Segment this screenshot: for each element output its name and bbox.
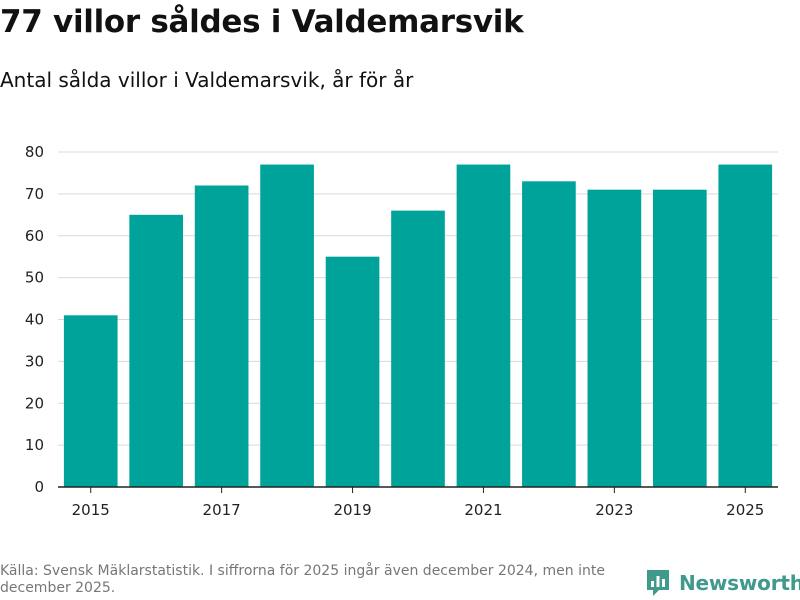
bar-2021: [456, 164, 511, 487]
x-tick-label-2019: 2019: [333, 501, 371, 519]
y-tick-label-40: 40: [25, 311, 44, 329]
source-note: Källa: Svensk Mäklarstatistik. I siffror…: [0, 563, 605, 596]
x-tick-label-2021: 2021: [464, 501, 502, 519]
x-tick-label-2025: 2025: [726, 501, 764, 519]
bar-2023: [587, 189, 642, 487]
x-tick-label-2015: 2015: [72, 501, 110, 519]
y-tick-label-0: 0: [34, 478, 44, 496]
brand-logo: Newsworthy: [645, 568, 800, 598]
bar-2019: [325, 256, 380, 487]
bar-2016: [129, 214, 184, 487]
axes: 0 10 20 30 40 50 60 70 80 2015 2017 2019 2021 2023 202…: [25, 143, 778, 519]
y-tick-label-70: 70: [25, 185, 44, 203]
bar-2020: [391, 210, 445, 487]
bar-2024: [652, 189, 707, 487]
bar-2015: [63, 315, 118, 487]
y-tick-label-50: 50: [25, 269, 44, 287]
bar-2017: [194, 185, 249, 487]
x-tick-label-2017: 2017: [203, 501, 241, 519]
bar-2018: [260, 164, 314, 487]
chart-title: 77 villor såldes i Valdemarsvik: [0, 4, 524, 40]
bar-2022: [522, 181, 576, 487]
y-tick-label-10: 10: [25, 436, 44, 454]
brand-name: Newsworthy: [679, 571, 800, 595]
bar-2025: [718, 164, 773, 487]
x-tick-label-2023: 2023: [595, 501, 633, 519]
y-tick-label-60: 60: [25, 227, 44, 245]
y-tick-label-80: 80: [25, 143, 44, 161]
y-tick-label-30: 30: [25, 352, 44, 370]
y-tick-label-20: 20: [25, 394, 44, 412]
chart-subtitle: Antal sålda villor i Valdemarsvik, år fö…: [0, 68, 414, 92]
bars: [63, 164, 773, 487]
newsworthy-logo-icon: [647, 570, 669, 596]
